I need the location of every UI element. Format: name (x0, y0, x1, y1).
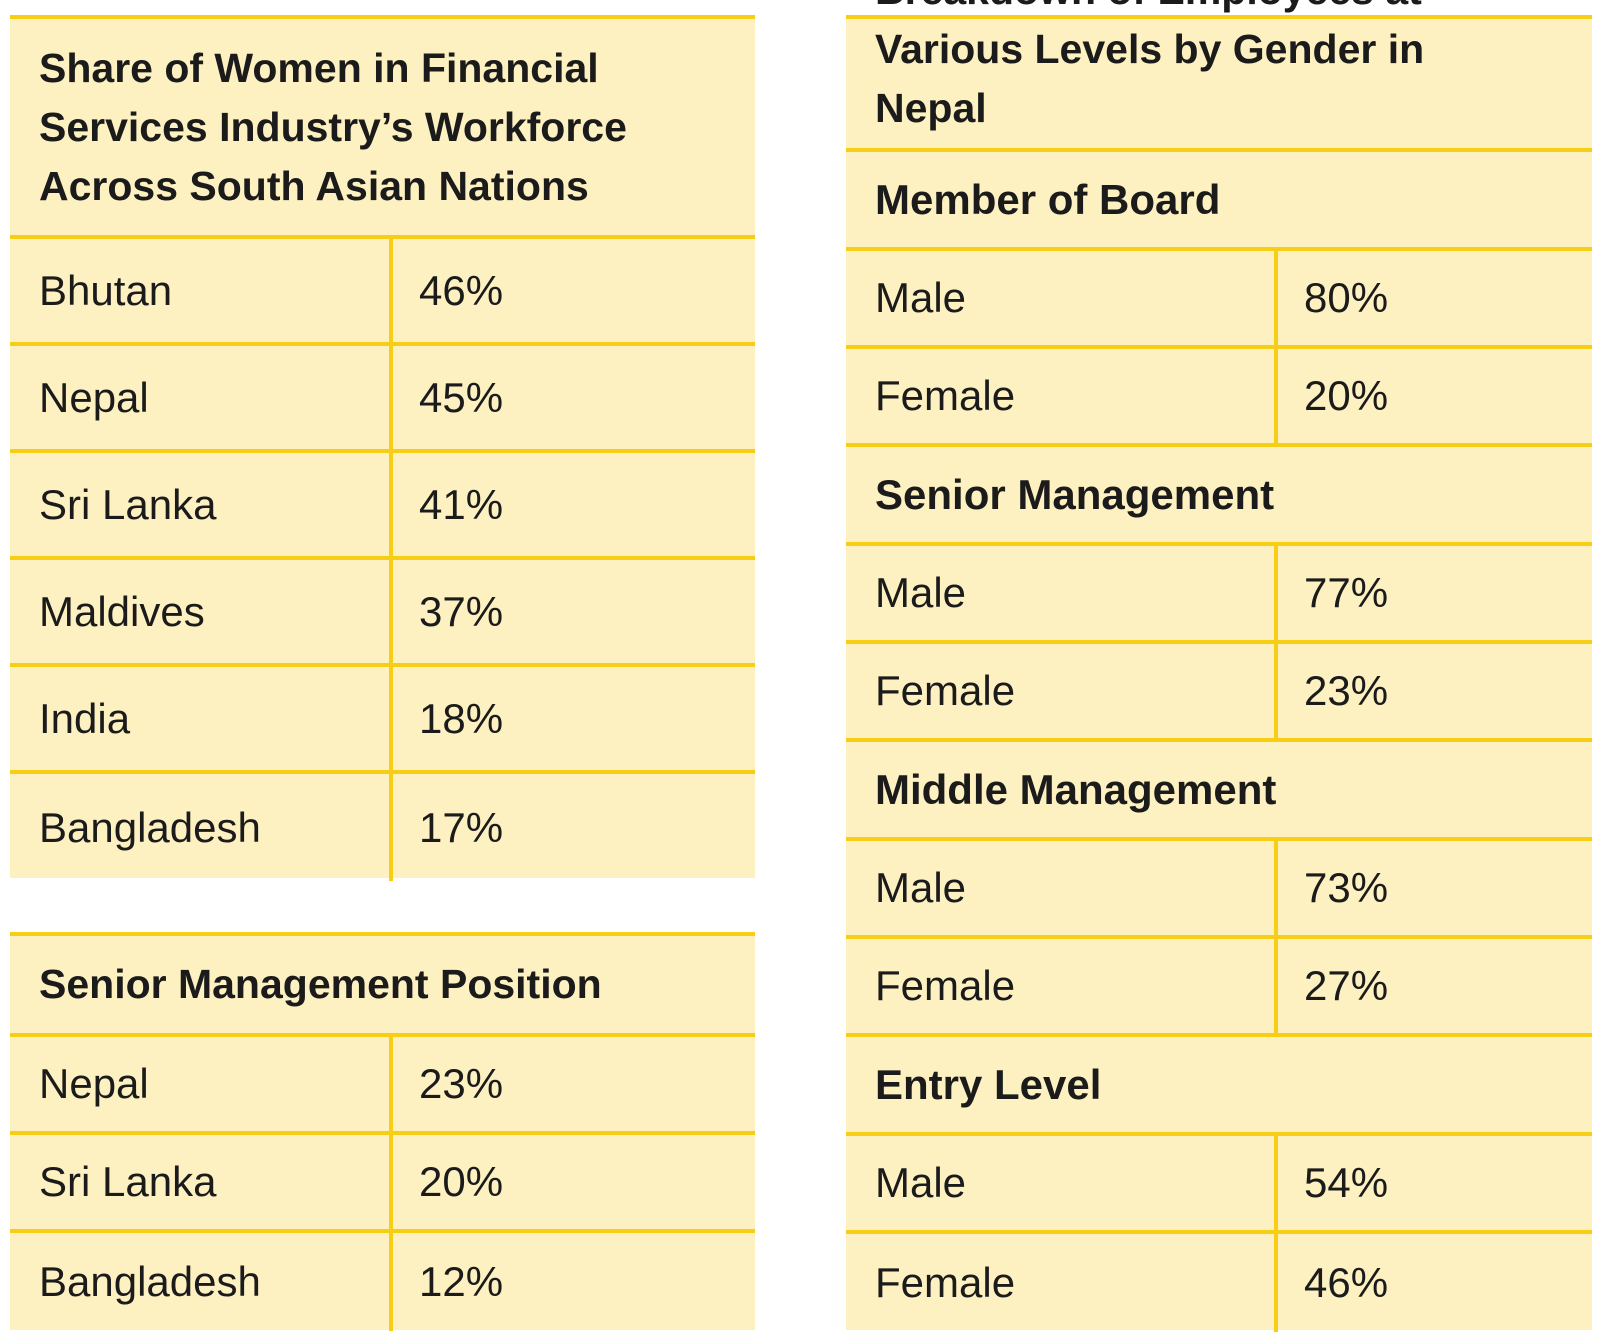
gender-cell: Female (875, 962, 1016, 1009)
nepal-breakdown-table: Breakdown of Employees at Various Levels… (846, 0, 1592, 1332)
value-cell: 45% (389, 346, 755, 449)
country-cell: Bangladesh (39, 803, 261, 851)
senior-management-position-table: Senior Management Position Nepal 23% Sri… (10, 932, 755, 1331)
country-cell: Bhutan (39, 266, 173, 314)
value-cell: 73% (1274, 841, 1592, 935)
women-share-title: Share of Women in Financial Services Ind… (39, 44, 627, 209)
table-row: Maldives 37% (10, 560, 755, 667)
table-row: Male 73% (846, 841, 1592, 939)
table-row: Bhutan 46% (10, 239, 755, 346)
women-share-header: Share of Women in Financial Services Ind… (10, 19, 755, 239)
value-cell: 18% (389, 667, 755, 770)
section-label-senior-management: Senior Management (846, 447, 1592, 546)
table-row: Male 54% (846, 1136, 1592, 1234)
table-row: Sri Lanka 41% (10, 453, 755, 560)
value-cell: 17% (389, 774, 755, 881)
gender-cell: Male (875, 864, 967, 911)
value-cell: 46% (1274, 1234, 1592, 1332)
gender-cell: Male (875, 274, 967, 321)
value-cell: 54% (1274, 1136, 1592, 1230)
table-row: Female 27% (846, 939, 1592, 1037)
value-cell: 77% (1274, 546, 1592, 640)
value-cell: 41% (389, 453, 755, 556)
section-label-member-of-board: Member of Board (846, 152, 1592, 251)
value-cell: 46% (389, 239, 755, 342)
gender-cell: Male (875, 1159, 967, 1206)
table-row: Female 20% (846, 349, 1592, 447)
gender-cell: Female (875, 667, 1016, 714)
value-cell: 12% (389, 1233, 755, 1331)
table-row: Female 23% (846, 644, 1592, 742)
section-label-middle-management: Middle Management (846, 742, 1592, 841)
senior-management-position-title: Senior Management Position (39, 961, 602, 1007)
value-cell: 23% (1274, 644, 1592, 738)
table-row: Nepal 45% (10, 346, 755, 453)
senior-management-position-header: Senior Management Position (10, 936, 755, 1037)
value-cell: 27% (1274, 939, 1592, 1033)
country-cell: Nepal (39, 1060, 149, 1107)
value-cell: 80% (1274, 251, 1592, 345)
table-row: Bangladesh 12% (10, 1233, 755, 1331)
country-cell: Sri Lanka (39, 1158, 217, 1205)
table-row: Sri Lanka 20% (10, 1135, 755, 1233)
country-cell: India (39, 694, 131, 742)
table-row: Male 80% (846, 251, 1592, 349)
table-row: Bangladesh 17% (10, 774, 755, 881)
country-cell: Sri Lanka (39, 480, 217, 528)
value-cell: 20% (389, 1135, 755, 1229)
gender-cell: Male (875, 569, 967, 616)
nepal-breakdown-header: Breakdown of Employees at Various Levels… (846, 0, 1592, 152)
women-share-table: Share of Women in Financial Services Ind… (10, 15, 755, 881)
table-row: India 18% (10, 667, 755, 774)
gender-cell: Female (875, 372, 1016, 419)
table-row: Female 46% (846, 1234, 1592, 1332)
gender-cell: Female (875, 1259, 1016, 1306)
value-cell: 23% (389, 1037, 755, 1131)
table-row: Male 77% (846, 546, 1592, 644)
country-cell: Bangladesh (39, 1258, 261, 1305)
table-row: Nepal 23% (10, 1037, 755, 1135)
section-label-entry-level: Entry Level (846, 1037, 1592, 1136)
nepal-breakdown-title: Breakdown of Employees at Various Levels… (875, 0, 1425, 131)
value-cell: 20% (1274, 349, 1592, 443)
country-cell: Maldives (39, 587, 205, 635)
country-cell: Nepal (39, 373, 149, 421)
value-cell: 37% (389, 560, 755, 663)
